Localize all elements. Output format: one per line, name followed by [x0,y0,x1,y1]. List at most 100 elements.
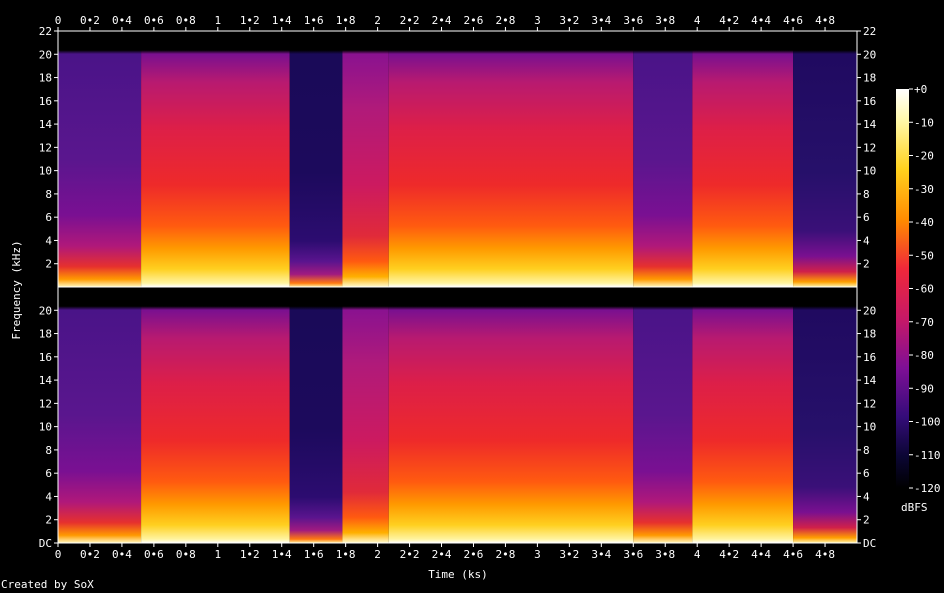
x-tick-label-bottom: 2•4 [432,548,452,561]
segment-lower-3 [342,287,389,543]
y-tick-label-right: 4 [863,234,870,247]
y-tick-label-right: 10 [863,165,876,178]
segment-upper-6 [692,31,794,287]
x-tick-label-bottom: 1•4 [272,548,292,561]
segment-lower-1 [141,287,290,543]
x-tick-label-top: 1•4 [272,14,292,27]
x-tick-label-top: 3•6 [623,14,643,27]
y-tick-label-right: DC [863,537,876,550]
y-tick-label-left: 10 [39,421,52,434]
x-tick-label-bottom: 2•8 [496,548,516,561]
axes: 0 0 0•2 0•2 0•4 0•4 0•6 0•6 0•8 0•8 1 1 1•2 1•2 1•4 1•4… [39,14,877,561]
y-tick-label-left: 20 [39,48,52,61]
x-tick-label-bottom: 4•2 [719,548,739,561]
y-axis-label: Frequency (kHz) [10,240,23,339]
y-tick-label-right: 16 [863,351,876,364]
x-axis-label: Time (ks) [428,568,488,581]
x-tick-label-bottom: 0 [55,548,62,561]
x-tick-label-bottom: 4 [694,548,701,561]
segment-lower-4 [388,287,634,543]
segment-upper-3 [342,31,389,287]
sox-credit: Created by SoX [1,578,94,591]
x-tick-label-top: 1•6 [304,14,324,27]
x-tick-label-top: 0•6 [144,14,164,27]
y-tick-label-right: 18 [863,328,876,341]
x-tick-label-top: 2•6 [464,14,484,27]
y-tick-label-left: 2 [45,514,52,527]
x-tick-label-top: 4•8 [815,14,835,27]
y-tick-label-left: 18 [39,72,52,85]
x-tick-label-top: 2•2 [400,14,420,27]
colorbar [896,89,909,488]
y-tick-label-left: 6 [45,467,52,480]
x-tick-label-top: 4 [694,14,701,27]
y-tick-label-right: 20 [863,304,876,317]
y-tick-label-left: 22 [39,25,52,38]
x-tick-label-bottom: 0•2 [80,548,100,561]
x-tick-label-top: 0•4 [112,14,132,27]
y-tick-label-left: 8 [45,444,52,457]
colorbar-tick-label: -120 [914,482,941,495]
x-tick-label-bottom: 4•8 [815,548,835,561]
x-tick-label-top: 0•2 [80,14,100,27]
colorbar-tick-label: -20 [914,150,934,163]
y-tick-label-left: DC [39,537,52,550]
x-tick-label-top: 4•4 [751,14,771,27]
y-tick-label-right: 6 [863,211,870,224]
y-tick-label-left: 12 [39,141,52,154]
y-tick-label-left: 2 [45,258,52,271]
x-tick-label-top: 2 [374,14,381,27]
x-tick-label-bottom: 0•8 [176,548,196,561]
y-tick-label-left: 8 [45,188,52,201]
x-tick-label-bottom: 3 [534,548,541,561]
y-tick-label-right: 4 [863,490,870,503]
x-tick-label-bottom: 4•6 [783,548,803,561]
y-tick-label-left: 10 [39,165,52,178]
y-tick-label-left: 14 [39,374,53,387]
x-tick-label-bottom: 1•2 [240,548,260,561]
segment-lower-2 [289,287,343,543]
x-tick-label-bottom: 1•8 [336,548,356,561]
x-tick-label-bottom: 1 [214,548,221,561]
x-tick-label-bottom: 0•4 [112,548,132,561]
segment-upper-7 [793,31,857,287]
x-tick-label-top: 2•8 [496,14,516,27]
colorbar-ticks: +0 -10 -20 -30 -40 -50 -60 -70 -80 -90 -100 -110 -12… [909,83,941,495]
y-tick-label-left: 16 [39,351,52,364]
y-tick-label-left: 20 [39,304,52,317]
segment-lower-0 [58,287,142,543]
y-tick-label-right: 2 [863,258,870,271]
y-tick-label-left: 14 [39,118,53,131]
x-tick-label-top: 4•2 [719,14,739,27]
x-tick-label-top: 3•4 [591,14,611,27]
colorbar-tick-label: -10 [914,116,934,129]
x-tick-label-bottom: 3•2 [559,548,579,561]
y-tick-label-right: 2 [863,514,870,527]
segment-lower-7 [793,287,857,543]
y-tick-label-right: 12 [863,141,876,154]
x-tick-label-bottom: 3•8 [655,548,675,561]
x-tick-label-bottom: 3•6 [623,548,643,561]
segment-upper-0 [58,31,142,287]
colorbar-tick-label: -70 [914,316,934,329]
y-tick-label-right: 22 [863,25,876,38]
x-tick-label-top: 2•4 [432,14,452,27]
y-tick-label-right: 20 [863,48,876,61]
segment-upper-5 [633,31,693,287]
colorbar-tick-label: -90 [914,382,934,395]
colorbar-tick-label: -110 [914,449,941,462]
x-tick-label-bottom: 2•6 [464,548,484,561]
colorbar-tick-label: -50 [914,249,934,262]
x-tick-label-bottom: 0•6 [144,548,164,561]
y-tick-label-right: 14 [863,118,877,131]
x-tick-label-top: 0 [55,14,62,27]
y-tick-label-right: 18 [863,72,876,85]
x-tick-label-top: 1 [214,14,221,27]
y-tick-label-right: 6 [863,467,870,480]
y-tick-label-left: 4 [45,490,52,503]
colorbar-tick-label: -40 [914,216,934,229]
lower-channel-plot [58,287,857,543]
colorbar-label: dBFS [901,501,928,514]
y-tick-label-right: 12 [863,397,876,410]
y-tick-label-left: 16 [39,95,52,108]
